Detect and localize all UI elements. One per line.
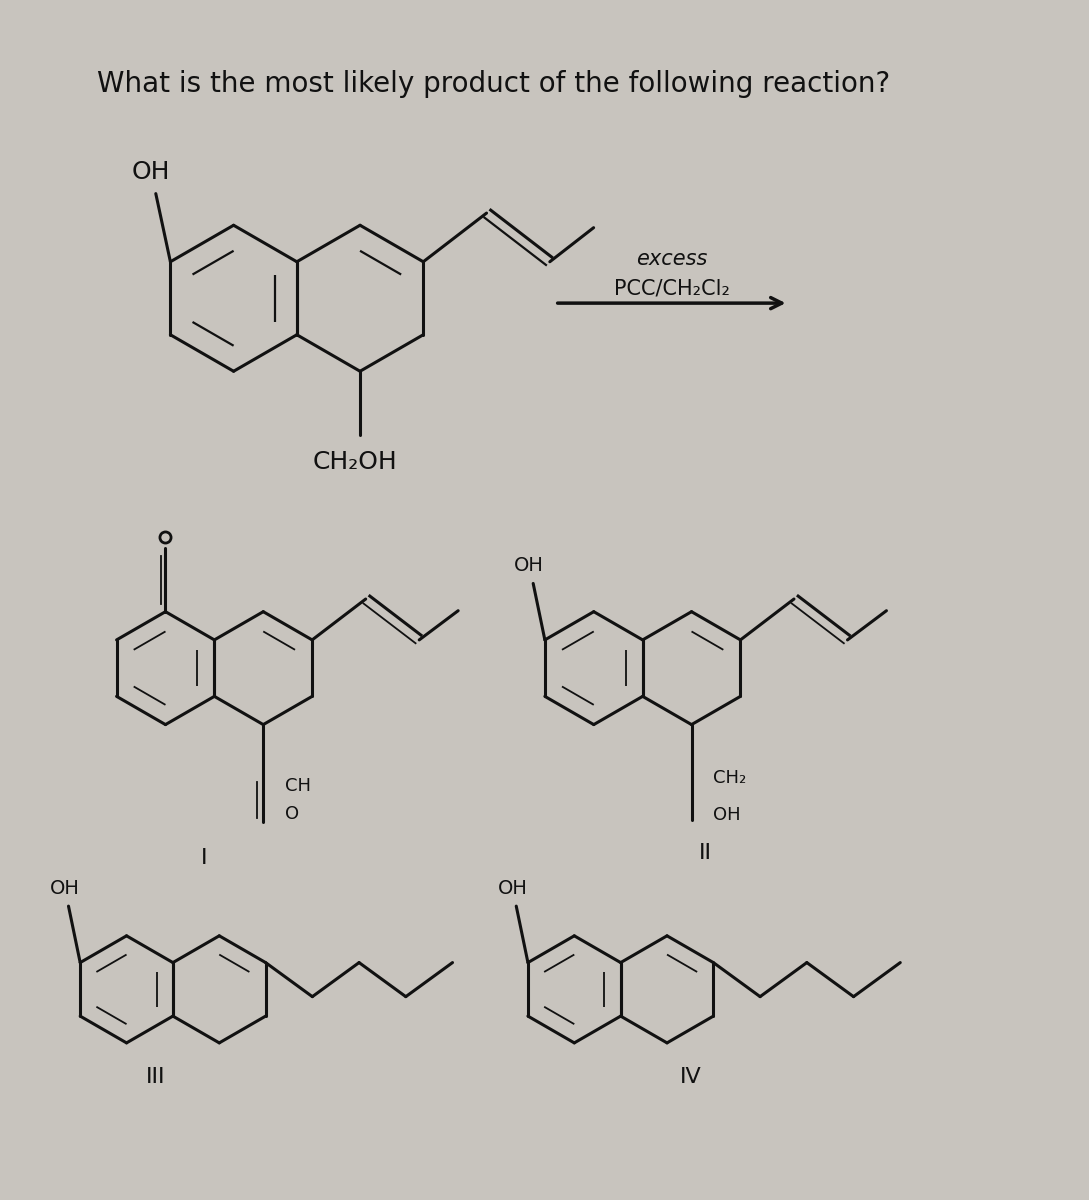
Text: What is the most likely product of the following reaction?: What is the most likely product of the f…: [97, 70, 891, 97]
Text: OH: OH: [514, 557, 544, 576]
Text: I: I: [201, 848, 208, 868]
Text: O: O: [284, 805, 298, 823]
Text: OH: OH: [50, 880, 79, 898]
Text: IV: IV: [681, 1067, 702, 1087]
Text: PCC/CH₂Cl₂: PCC/CH₂Cl₂: [613, 278, 730, 299]
Text: CH₂: CH₂: [713, 769, 746, 787]
Text: CH₂OH: CH₂OH: [313, 450, 397, 474]
Text: excess: excess: [636, 250, 708, 269]
Text: II: II: [699, 844, 712, 863]
Text: CH: CH: [284, 776, 310, 794]
Text: OH: OH: [713, 806, 741, 824]
Text: OH: OH: [132, 161, 170, 185]
Text: OH: OH: [498, 880, 527, 898]
Text: III: III: [146, 1067, 166, 1087]
